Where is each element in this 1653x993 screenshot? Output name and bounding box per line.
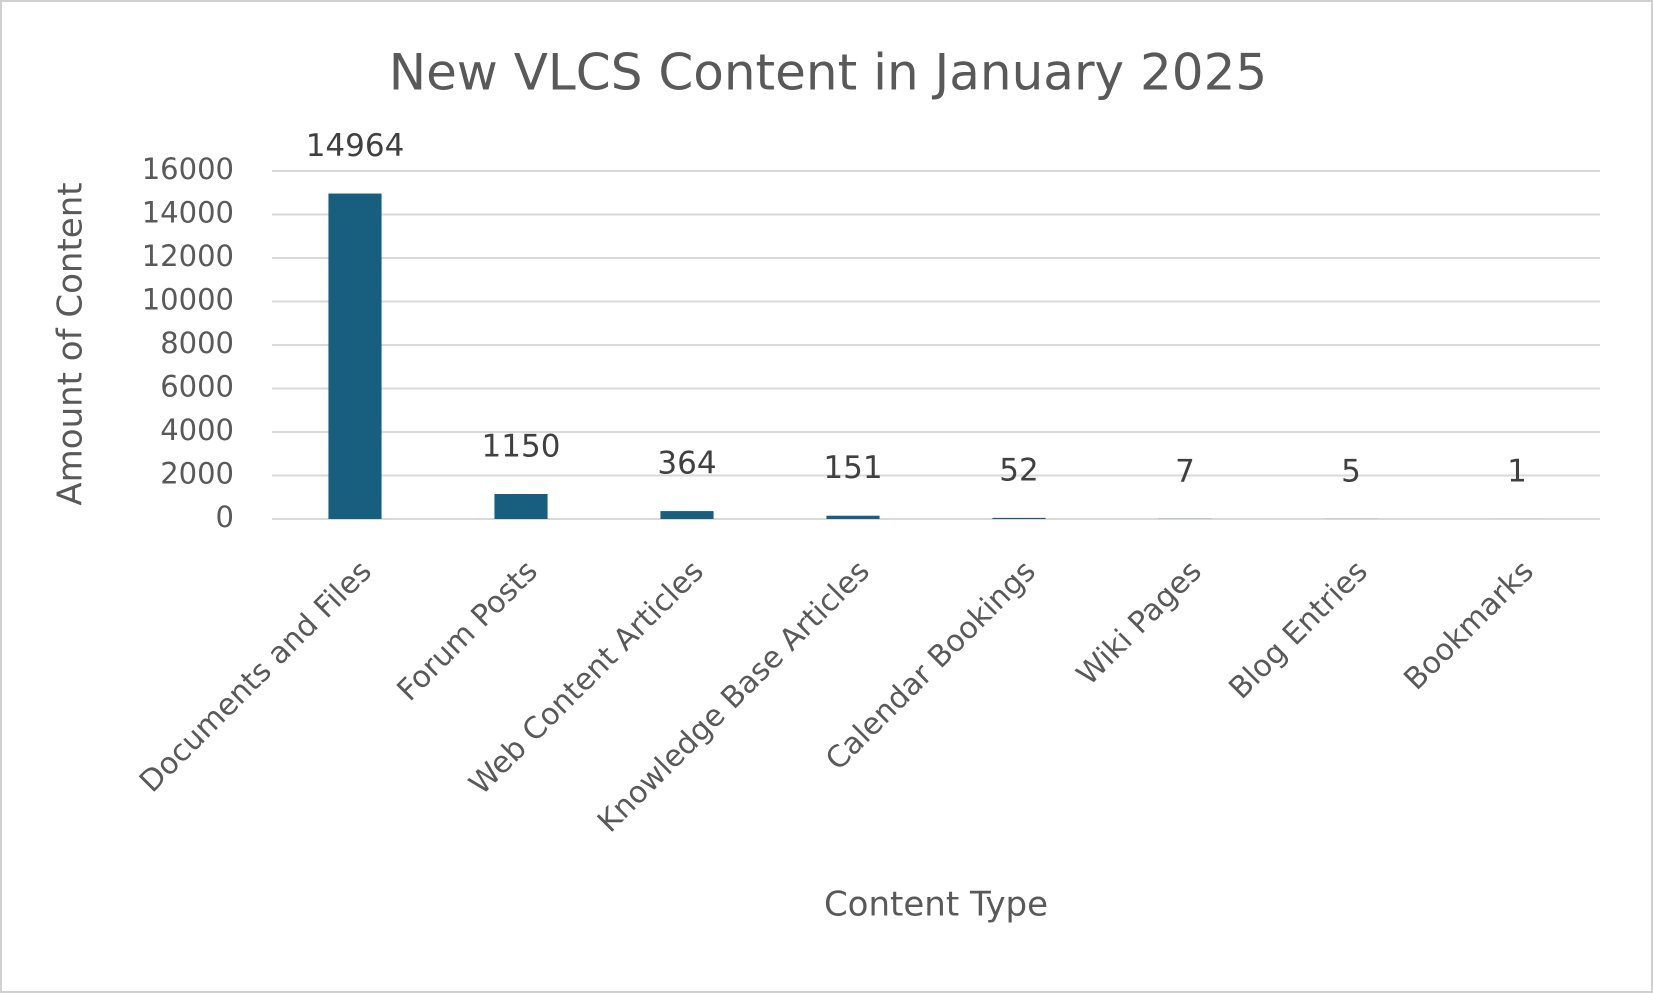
data-label: 14964	[306, 128, 405, 164]
y-tick-label: 6000	[160, 370, 234, 404]
bar	[992, 517, 1046, 519]
y-tick-label: 16000	[142, 152, 234, 186]
data-label: 364	[657, 446, 716, 482]
chart-title: New VLCS Content in January 2025	[389, 44, 1267, 102]
y-axis-label: Amount of Content	[51, 182, 91, 505]
y-tick-label: 12000	[142, 239, 234, 273]
x-axis-label: Content Type	[824, 885, 1048, 925]
data-label: 7	[1175, 453, 1195, 489]
y-tick-label: 10000	[142, 283, 234, 317]
bar	[660, 511, 714, 519]
bar	[826, 515, 880, 519]
data-label: 1150	[482, 428, 561, 464]
data-label: 1	[1507, 453, 1527, 489]
data-label: 52	[999, 452, 1038, 488]
data-label: 5	[1341, 453, 1361, 489]
y-tick-label: 14000	[142, 196, 234, 230]
data-label: 151	[823, 450, 882, 486]
bar	[328, 193, 382, 519]
bar	[494, 493, 548, 519]
y-tick-label: 8000	[160, 326, 234, 360]
y-tick-label: 0	[216, 500, 234, 534]
y-tick-label: 4000	[160, 413, 234, 447]
y-tick-label: 2000	[160, 457, 234, 491]
